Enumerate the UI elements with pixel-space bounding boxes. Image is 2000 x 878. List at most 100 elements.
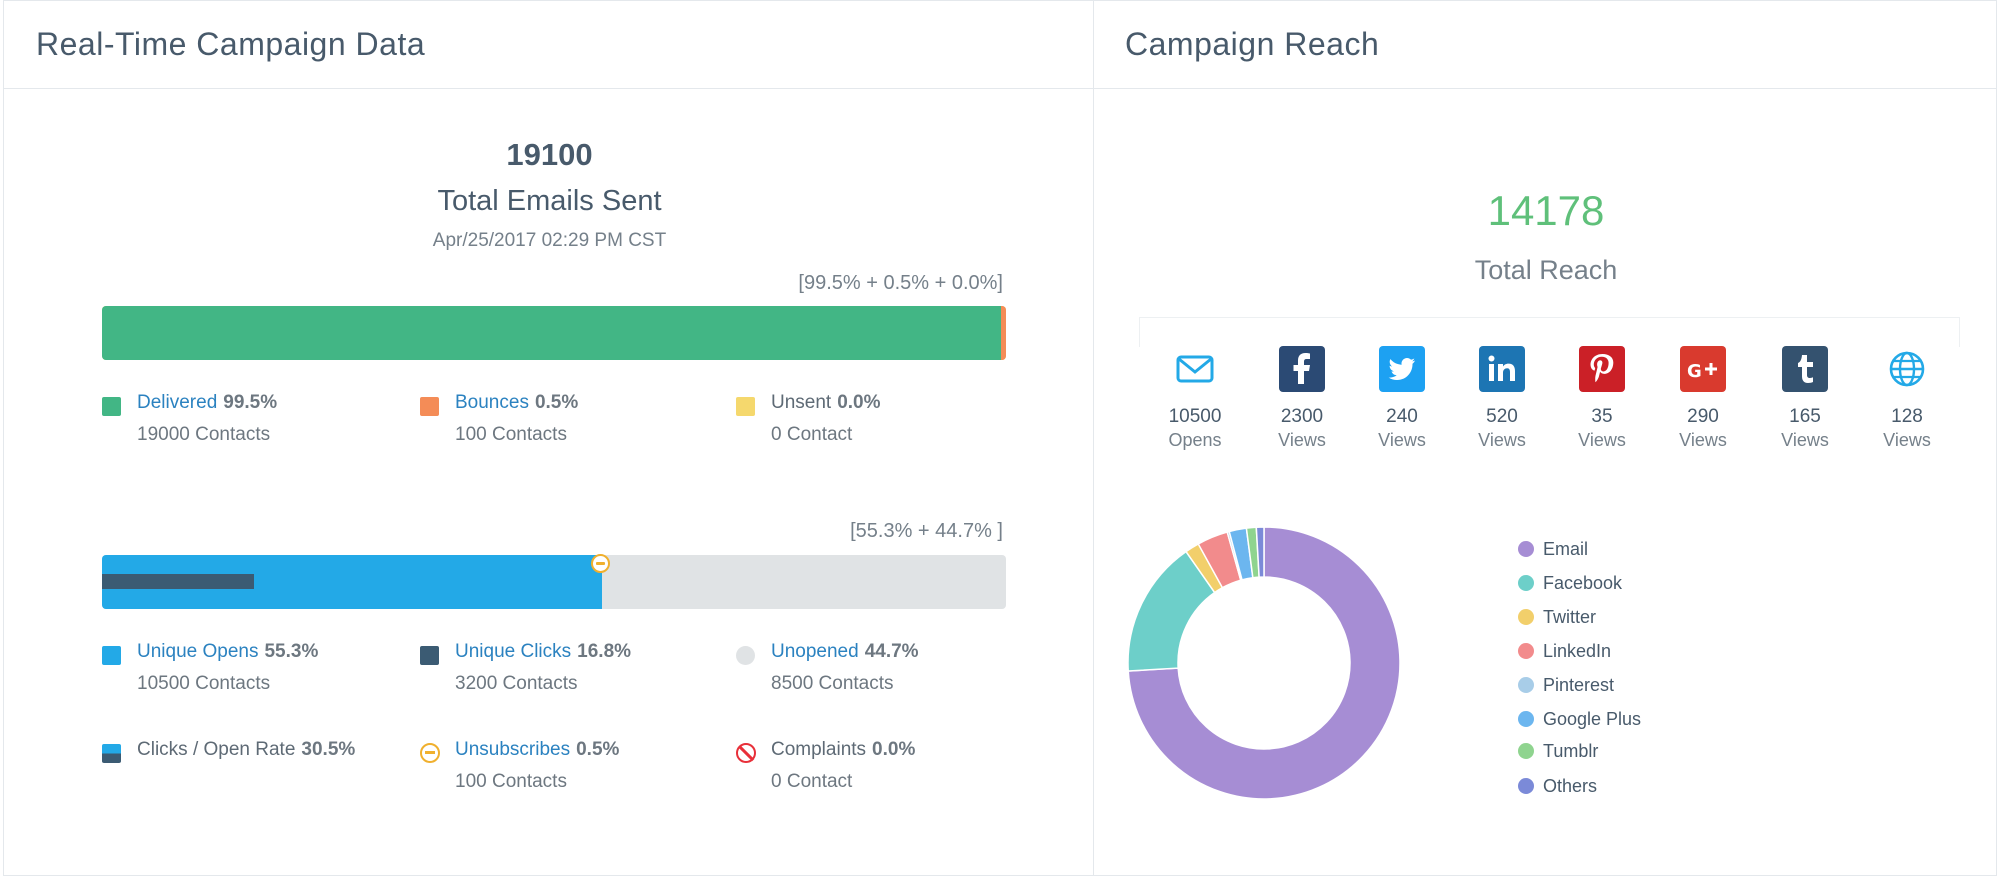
svg-text:G: G xyxy=(1687,361,1702,382)
legend-item[interactable]: Pinterest xyxy=(1518,675,1614,696)
legend-dot xyxy=(1518,575,1534,591)
channels-box xyxy=(1139,317,1960,347)
bounces-link[interactable]: Bounces xyxy=(455,392,529,413)
legend-label: Google Plus xyxy=(1543,709,1642,729)
facebook-icon xyxy=(1279,346,1325,392)
globe-icon xyxy=(1884,346,1930,392)
unsubscribes-contacts: 100 Contacts xyxy=(455,771,567,792)
total-reach-label: Total Reach xyxy=(1474,255,1618,285)
unique-clicks-percent: 16.8% xyxy=(577,641,632,662)
complaints-percent: 0.0% xyxy=(872,739,916,760)
unopened-link[interactable]: Unopened xyxy=(771,641,859,662)
legend-item[interactable]: Email xyxy=(1518,539,1588,560)
google-plus-icon: G xyxy=(1680,346,1726,392)
legend-item[interactable]: Tumblr xyxy=(1518,741,1598,762)
campaign-reach-panel: Campaign Reach 14178 Total Reach 10500 O… xyxy=(1093,0,1997,876)
channel-unit: Opens xyxy=(1168,430,1222,450)
channel-google-plus[interactable]: G 290 Views xyxy=(1653,346,1753,451)
channel-pinterest[interactable]: 35 Views xyxy=(1552,346,1652,451)
click-open-rate-percent: 30.5% xyxy=(301,739,356,760)
unsent-percent: 0.0% xyxy=(837,392,881,413)
sent-timestamp: Apr/25/2017 02:29 PM CST xyxy=(432,230,667,251)
channel-unit: Views xyxy=(1378,430,1426,450)
delivered-link[interactable]: Delivered xyxy=(137,392,218,413)
donut-slice-others[interactable] xyxy=(1255,526,1265,578)
legend-label: Pinterest xyxy=(1543,675,1615,695)
unsent-swatch xyxy=(736,397,755,416)
channel-value: 128 xyxy=(1891,406,1923,427)
bounces-contacts: 100 Contacts xyxy=(455,424,567,445)
legend-dot xyxy=(1518,643,1534,659)
delivered-swatch xyxy=(102,397,121,416)
donut-slice-email[interactable] xyxy=(1127,526,1401,800)
total-emails-sent-value: 19100 xyxy=(506,137,593,172)
delivered-segment[interactable] xyxy=(102,306,1002,360)
delivery-progress-bar[interactable] xyxy=(102,306,1006,360)
unique-clicks-contacts: 3200 Contacts xyxy=(455,673,578,694)
panel-title: Campaign Reach xyxy=(1125,26,1380,62)
unique-opens-link[interactable]: Unique Opens xyxy=(137,641,259,662)
channel-unit: Views xyxy=(1679,430,1727,450)
campaign-data-header: Real-Time Campaign Data xyxy=(4,1,1093,89)
unsubscribes-percent: 0.5% xyxy=(576,739,620,760)
unsubscribe-icon xyxy=(420,743,440,763)
legend-dot xyxy=(1518,677,1534,693)
unique-opens-percent: 55.3% xyxy=(264,641,319,662)
opens-progress-bar[interactable] xyxy=(102,555,1006,609)
unique-clicks-link[interactable]: Unique Clicks xyxy=(455,641,572,662)
pinterest-icon xyxy=(1579,346,1625,392)
twitter-icon xyxy=(1379,346,1425,392)
unsubscribes-link[interactable]: Unsubscribes xyxy=(455,739,571,760)
click-open-rate-label: Clicks / Open Rate xyxy=(137,739,296,760)
channel-value: 165 xyxy=(1789,406,1821,427)
channel-value: 2300 xyxy=(1280,406,1324,427)
bounces-swatch xyxy=(420,397,439,416)
channel-twitter[interactable]: 240 Views xyxy=(1352,346,1452,451)
envelope-icon xyxy=(1172,346,1218,392)
unsent-label: Unsent xyxy=(771,392,832,413)
unique-clicks-swatch xyxy=(420,646,439,665)
legend-dot xyxy=(1518,778,1534,794)
complaints-label: Complaints xyxy=(771,739,867,760)
opens-breakdown: [55.3% + 44.7% ] xyxy=(850,520,1003,542)
delivery-breakdown: [99.5% + 0.5% + 0.0%] xyxy=(798,272,1003,294)
click-open-rate-swatch xyxy=(102,744,121,763)
legend-label: Others xyxy=(1543,776,1598,796)
linkedin-icon xyxy=(1479,346,1525,392)
legend-label: Email xyxy=(1543,539,1589,559)
legend-label: Facebook xyxy=(1543,573,1623,593)
reach-donut-chart xyxy=(1127,526,1401,800)
total-reach-value: 14178 xyxy=(1487,187,1605,234)
channel-tumblr[interactable]: 165 Views xyxy=(1755,346,1855,451)
legend-item[interactable]: Facebook xyxy=(1518,573,1622,594)
channel-value: 290 xyxy=(1687,406,1719,427)
tumblr-icon xyxy=(1782,346,1828,392)
legend-label: Tumblr xyxy=(1543,741,1599,761)
legend-dot xyxy=(1518,541,1534,557)
unsubscribes-marker-icon[interactable] xyxy=(590,554,610,573)
legend-item[interactable]: Twitter xyxy=(1518,607,1596,628)
channel-linkedin[interactable]: 520 Views xyxy=(1452,346,1552,451)
panel-title: Real-Time Campaign Data xyxy=(36,26,426,62)
channel-others[interactable]: 128 Views xyxy=(1857,346,1957,451)
legend-dot xyxy=(1518,711,1534,727)
unopened-swatch xyxy=(736,646,755,665)
unique-clicks-segment[interactable] xyxy=(102,574,254,589)
legend-label: Twitter xyxy=(1543,607,1597,627)
legend-item[interactable]: Others xyxy=(1518,776,1597,797)
legend-item[interactable]: LinkedIn xyxy=(1518,641,1611,662)
legend-item[interactable]: Google Plus xyxy=(1518,709,1641,730)
complaints-contacts: 0 Contact xyxy=(771,771,853,792)
unsent-contacts: 0 Contact xyxy=(771,424,853,445)
bounces-segment[interactable] xyxy=(1001,306,1006,360)
legend-label: LinkedIn xyxy=(1543,641,1612,661)
channel-facebook[interactable]: 2300 Views xyxy=(1252,346,1352,451)
delivered-contacts: 19000 Contacts xyxy=(137,424,271,445)
legend-dot xyxy=(1518,743,1534,759)
channel-unit: Views xyxy=(1478,430,1526,450)
channel-value: 240 xyxy=(1386,406,1418,427)
unique-opens-contacts: 10500 Contacts xyxy=(137,673,271,694)
channel-email[interactable]: 10500 Opens xyxy=(1145,346,1245,451)
channel-value: 10500 xyxy=(1168,406,1222,427)
campaign-data-panel: Real-Time Campaign Data 19100 Total Emai… xyxy=(3,0,1094,876)
